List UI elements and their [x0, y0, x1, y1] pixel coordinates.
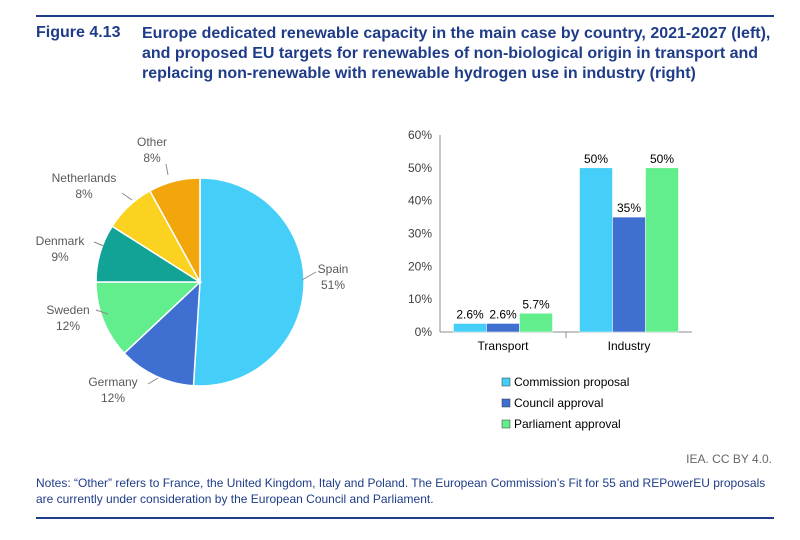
bar-value-label: 50% — [584, 152, 608, 166]
pie-label-sweden: Sweden — [46, 303, 89, 317]
x-tick-label-industry: Industry — [608, 339, 651, 353]
legend-label-council-approval: Council approval — [514, 396, 603, 410]
pie-slice-other — [148, 177, 201, 283]
figure-title: Europe dedicated renewable capacity in t… — [142, 25, 771, 82]
legend-label-commission-proposal: Commission proposal — [514, 375, 629, 389]
pie-slice-spain — [192, 177, 305, 387]
pie-leader-sweden — [95, 309, 109, 315]
pie-value-germany: 12% — [101, 391, 125, 405]
pie-leader-denmark — [93, 241, 105, 247]
y-tick-label: 60% — [408, 128, 432, 142]
credit-text: IEA. CC BY 4.0. — [686, 452, 772, 466]
pie-label-germany: Germany — [88, 375, 137, 389]
bar-council-approval-industry — [612, 216, 646, 333]
bar-council-approval-transport — [486, 323, 520, 333]
bar-value-label: 5.7% — [522, 297, 550, 311]
pie-slice-germany — [123, 280, 201, 387]
y-tick-label: 0% — [415, 325, 433, 339]
bar-parliament-approval-industry — [645, 167, 679, 333]
y-tick-label: 30% — [408, 227, 432, 241]
pie-label-denmark: Denmark — [36, 234, 86, 248]
bar-value-label: 2.6% — [489, 307, 517, 321]
bar-value-label: 2.6% — [456, 307, 484, 321]
bar-parliament-approval-transport — [519, 313, 553, 333]
y-tick-label: 10% — [408, 292, 432, 306]
bar-commission-proposal-industry — [579, 167, 613, 333]
legend-swatch-council-approval — [501, 398, 511, 408]
pie-slice-sweden — [95, 281, 202, 355]
legend-swatch-commission-proposal — [501, 377, 511, 387]
notes-text: Notes: “Other” refers to France, the Uni… — [36, 476, 766, 506]
bottom-rule — [36, 517, 774, 519]
y-tick-label: 50% — [408, 161, 432, 175]
pie-label-other: Other — [137, 135, 167, 149]
pie-value-spain: 51% — [321, 278, 345, 292]
pie-label-netherlands: Netherlands — [52, 171, 117, 185]
legend-swatch-parliament-approval — [501, 419, 511, 429]
top-rule — [36, 15, 774, 17]
pie-leader-netherlands — [121, 192, 133, 201]
figure-label: Figure 4.13 — [36, 24, 121, 41]
pie-leader-other — [165, 163, 169, 176]
pie-value-sweden: 12% — [56, 319, 80, 333]
bar-value-label: 35% — [617, 201, 641, 215]
pie-value-netherlands: 8% — [75, 187, 93, 201]
y-tick-label: 40% — [408, 194, 432, 208]
bar-commission-proposal-transport — [453, 323, 487, 333]
pie-value-other: 8% — [143, 151, 161, 165]
x-tick-label-transport: Transport — [478, 339, 530, 353]
y-tick-label: 20% — [408, 259, 432, 273]
pie-label-spain: Spain — [318, 262, 349, 276]
pie-leader-germany — [147, 377, 159, 385]
bar-value-label: 50% — [650, 152, 674, 166]
pie-value-denmark: 9% — [51, 250, 69, 264]
legend-label-parliament-approval: Parliament approval — [514, 417, 621, 431]
pie-leader-spain — [301, 271, 317, 281]
